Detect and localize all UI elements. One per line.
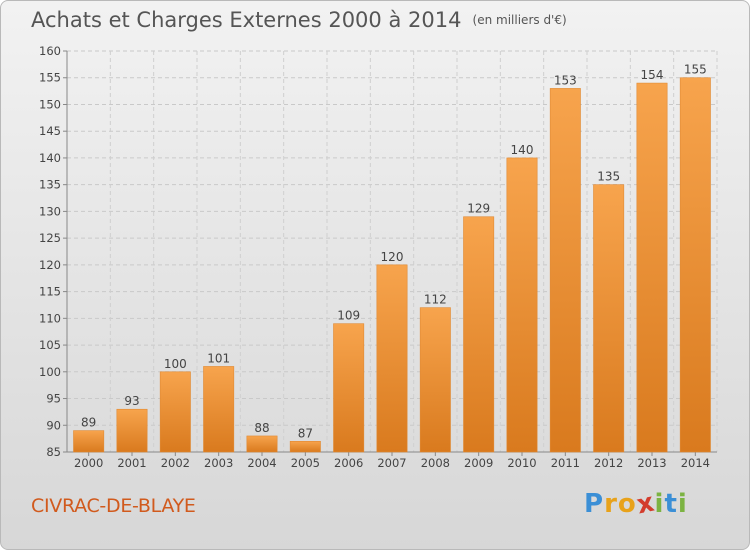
data-label: 112 (424, 293, 447, 307)
bar (463, 216, 495, 453)
y-tick-label: 115 (39, 285, 61, 299)
data-label: 89 (81, 416, 96, 430)
x-tick-label: 2003 (204, 456, 233, 470)
title-row: Achats et Charges Externes 2000 à 2014 (… (31, 8, 567, 32)
data-label: 101 (207, 351, 230, 365)
x-tick-label: 2010 (507, 456, 536, 470)
bar (506, 157, 538, 453)
y-tick-label: 135 (39, 178, 61, 192)
y-tick-label: 160 (39, 44, 61, 58)
x-tick-label: 2013 (637, 456, 666, 470)
x-tick-label: 2001 (117, 456, 146, 470)
bar (419, 307, 451, 453)
logo-letter: i (654, 489, 665, 519)
x-tick-label: 2006 (334, 456, 363, 470)
bar (549, 88, 581, 453)
data-label: 129 (467, 202, 490, 216)
x-tick-label: 2007 (377, 456, 406, 470)
x-tick-label: 2009 (464, 456, 493, 470)
data-label: 155 (684, 63, 707, 77)
data-label: 87 (298, 426, 313, 440)
data-label: 93 (124, 394, 139, 408)
data-label: 140 (511, 143, 534, 157)
bar (116, 408, 148, 453)
logo-letter: t (664, 489, 678, 519)
data-label: 154 (641, 68, 664, 82)
y-tick-label: 130 (39, 204, 61, 218)
proxiti-logo: Proxiti (584, 487, 688, 520)
x-tick-label: 2000 (74, 456, 103, 470)
bar (333, 323, 365, 453)
bar (246, 435, 278, 453)
logo-letter: i (677, 489, 688, 519)
data-label: 153 (554, 73, 577, 87)
y-tick-label: 90 (46, 418, 61, 432)
y-tick-label: 140 (39, 151, 61, 165)
x-tick-label: 2008 (421, 456, 450, 470)
y-tick-label: 95 (46, 392, 61, 406)
y-tick-label: 125 (39, 231, 61, 245)
chart-subtitle: (en milliers d'€) (472, 13, 567, 27)
y-tick-label: 85 (46, 445, 61, 459)
data-label: 100 (164, 357, 187, 371)
y-tick-label: 110 (39, 311, 61, 325)
logo-letter: o (617, 489, 637, 519)
chart-title: Achats et Charges Externes 2000 à 2014 (31, 8, 462, 32)
data-label: 109 (337, 309, 360, 323)
bar (636, 82, 668, 453)
bar (73, 430, 105, 453)
y-tick-label: 150 (39, 97, 61, 111)
data-label: 120 (381, 250, 404, 264)
bar (593, 184, 625, 453)
bar (679, 77, 711, 453)
bar (203, 366, 235, 453)
y-tick-label: 155 (39, 71, 61, 85)
y-tick-label: 100 (39, 365, 61, 379)
data-labels: 89 93 100 101 88 87 109 120 112 129 140 153 135 154 15… (81, 63, 707, 441)
bar (289, 441, 321, 453)
x-tick-label: 2011 (551, 456, 580, 470)
bar (376, 264, 408, 453)
x-tick-label: 2012 (594, 456, 623, 470)
data-label: 135 (597, 170, 620, 184)
x-tick-label: 2005 (291, 456, 320, 470)
y-tick-label: 120 (39, 258, 61, 272)
data-label: 88 (254, 421, 269, 435)
commune-name: CIVRAC-DE-BLAYE (31, 495, 196, 517)
bar (159, 371, 191, 453)
logo-letter: P (584, 489, 605, 519)
y-tick-label: 145 (39, 124, 61, 138)
bars (73, 77, 711, 453)
y-tick-label: 105 (39, 338, 61, 352)
logo-letter: r (604, 489, 618, 519)
x-tick-label: 2014 (681, 456, 710, 470)
x-tick-label: 2002 (161, 456, 190, 470)
x-tick-label: 2004 (247, 456, 276, 470)
